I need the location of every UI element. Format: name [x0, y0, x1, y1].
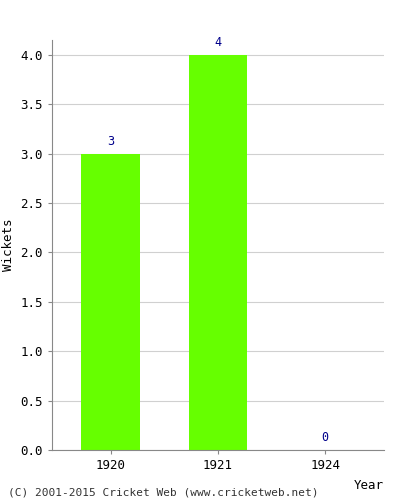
Bar: [82, 154, 140, 450]
Text: 4: 4: [214, 36, 222, 49]
Y-axis label: Wickets: Wickets: [2, 219, 15, 271]
Text: 0: 0: [322, 431, 329, 444]
Text: (C) 2001-2015 Cricket Web (www.cricketweb.net): (C) 2001-2015 Cricket Web (www.cricketwe…: [8, 488, 318, 498]
Text: 3: 3: [107, 134, 114, 147]
Bar: [188, 55, 248, 450]
Text: Year: Year: [354, 478, 384, 492]
